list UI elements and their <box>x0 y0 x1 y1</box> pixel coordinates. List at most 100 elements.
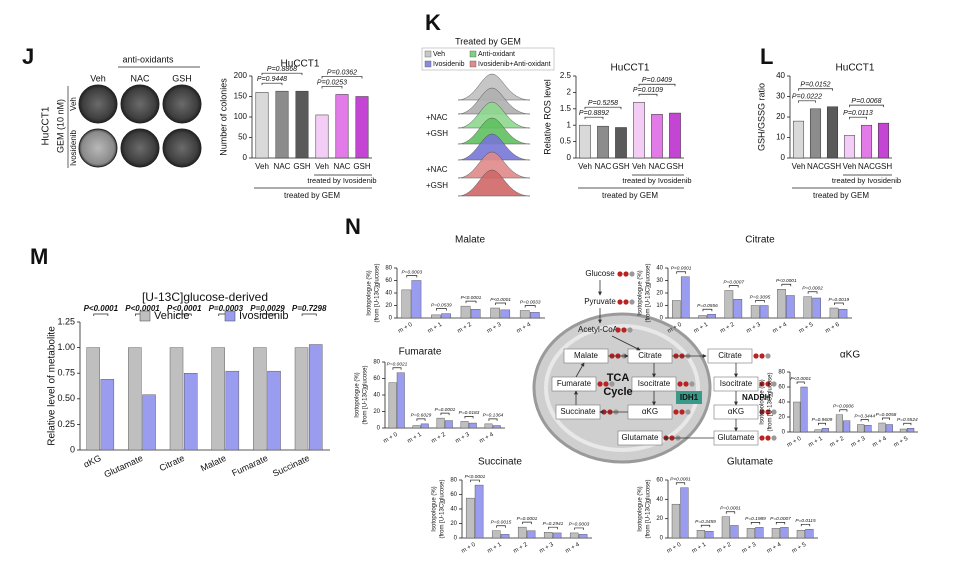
p-value: P=0.6029 <box>411 413 432 419</box>
y-tick-label: 40 <box>656 497 663 503</box>
y-tick-label: 0.25 <box>57 419 75 429</box>
bar <box>843 420 851 433</box>
bar <box>460 305 471 319</box>
y-tick-label: 60 <box>373 376 380 382</box>
y-tick-label: 10 <box>656 303 663 309</box>
flow-row-label: +NAC <box>426 113 448 122</box>
p-value: P=0.0113 <box>843 110 873 117</box>
bar <box>733 299 743 319</box>
bar <box>860 124 873 159</box>
significance-bracket <box>725 511 736 514</box>
y-tick-label: 10 <box>776 133 785 142</box>
bar <box>651 114 663 159</box>
carbon-dot <box>603 381 609 387</box>
bar <box>814 429 822 433</box>
legend-swatch <box>424 60 432 68</box>
carbon-dot <box>683 381 689 387</box>
x-tick-label: m + 5 <box>893 436 910 449</box>
bar <box>759 305 769 319</box>
bar <box>420 423 429 429</box>
p-value: P<0.0001 <box>167 304 202 313</box>
chart-title: HuCCT1 <box>611 63 650 74</box>
bar <box>843 135 856 159</box>
y-tick-label: 0 <box>377 426 381 432</box>
carbon-dot <box>765 353 771 359</box>
bar <box>705 531 714 539</box>
significance-bracket <box>818 422 826 426</box>
significance-bracket <box>903 422 912 426</box>
p-value: P=0.2941 <box>543 521 564 527</box>
p-value: P=0.0003 <box>401 269 422 275</box>
bar <box>169 347 184 451</box>
y-tick-label: 40 <box>776 71 785 80</box>
bar <box>707 314 716 319</box>
y-axis-label: Isotopologue (%) <box>760 379 766 424</box>
significance-bracket <box>796 381 805 384</box>
y-tick-label: 80 <box>778 370 785 376</box>
y-tick-label: 50 <box>238 133 247 142</box>
p-value: P=0.0019 <box>829 297 850 303</box>
y-tick-label: 2 <box>567 88 572 97</box>
bar <box>183 373 198 451</box>
y-axis-label: GSH/GSSG ratio <box>756 83 766 151</box>
x-tick-label: m + 3 <box>455 432 472 445</box>
x-tick-label: Veh <box>578 162 592 171</box>
bar <box>672 300 681 319</box>
significance-bracket <box>584 116 604 120</box>
x-tick-label: m + 3 <box>539 542 556 555</box>
diagram-node: Fumarate <box>557 379 592 388</box>
p-value: P<0.0001 <box>490 297 511 303</box>
bar <box>355 96 369 159</box>
bar <box>411 280 422 319</box>
treatment: GEM (10 nM) <box>55 99 65 153</box>
x-tick-label: m + 3 <box>741 542 758 555</box>
bar <box>444 420 453 429</box>
column-label: GSH <box>172 73 192 83</box>
significance-bracket <box>702 308 713 312</box>
bar <box>755 527 764 539</box>
bar <box>253 347 267 451</box>
x-tick-label: m + 2 <box>719 322 736 335</box>
y-tick-label: 60 <box>778 385 785 391</box>
p-value: P=0.0015 <box>491 520 512 526</box>
x-tick-label: Fumarate <box>230 453 269 478</box>
y-tick-label: 100 <box>234 112 248 121</box>
p-value: P=0.0539 <box>431 302 452 308</box>
y-tick-label: 40 <box>385 291 392 297</box>
bar <box>460 421 469 429</box>
y-tick-label: 0 <box>781 153 786 162</box>
legend-swatch <box>469 50 477 58</box>
cell-line: HuCCT1 <box>41 106 52 145</box>
bar <box>484 423 493 429</box>
bar <box>519 310 530 319</box>
x-tick-label: m + 4 <box>772 322 789 335</box>
significance-bracket <box>755 300 765 303</box>
x-tick-label: Veh <box>255 162 269 171</box>
p-value: P=0.9448 <box>257 76 287 83</box>
bar <box>805 529 814 539</box>
p-value: P=0.0002 <box>802 286 823 292</box>
bar <box>792 120 805 159</box>
row-label: Ivosidenib <box>69 129 78 166</box>
bar <box>401 289 412 319</box>
y-tick-label: 0 <box>243 153 248 162</box>
y-tick-label: 1.00 <box>57 342 75 352</box>
y-axis-label: (from [U-13C]glucose) <box>375 263 381 322</box>
p-value: P=0.0556 <box>697 303 718 309</box>
carbon-dot <box>673 409 679 415</box>
significance-bracket <box>882 417 890 420</box>
flow-histogram <box>457 133 531 161</box>
y-tick-label: 0 <box>660 536 664 542</box>
panel-letter: N <box>345 214 361 239</box>
cofactor-label: NADPH <box>742 393 771 402</box>
significance-bracket <box>849 116 867 120</box>
y-tick-label: 30 <box>656 278 663 284</box>
p-value: P=0.0253 <box>317 79 347 86</box>
y-tick-label: 0 <box>567 153 572 162</box>
p-value: P<0.0001 <box>461 295 482 301</box>
bar <box>211 347 225 451</box>
diagram-node: Glucose <box>585 269 615 278</box>
x-tick-label: Malate <box>199 453 228 473</box>
bar <box>835 414 843 433</box>
flow-row-label: +GSH <box>426 181 448 190</box>
